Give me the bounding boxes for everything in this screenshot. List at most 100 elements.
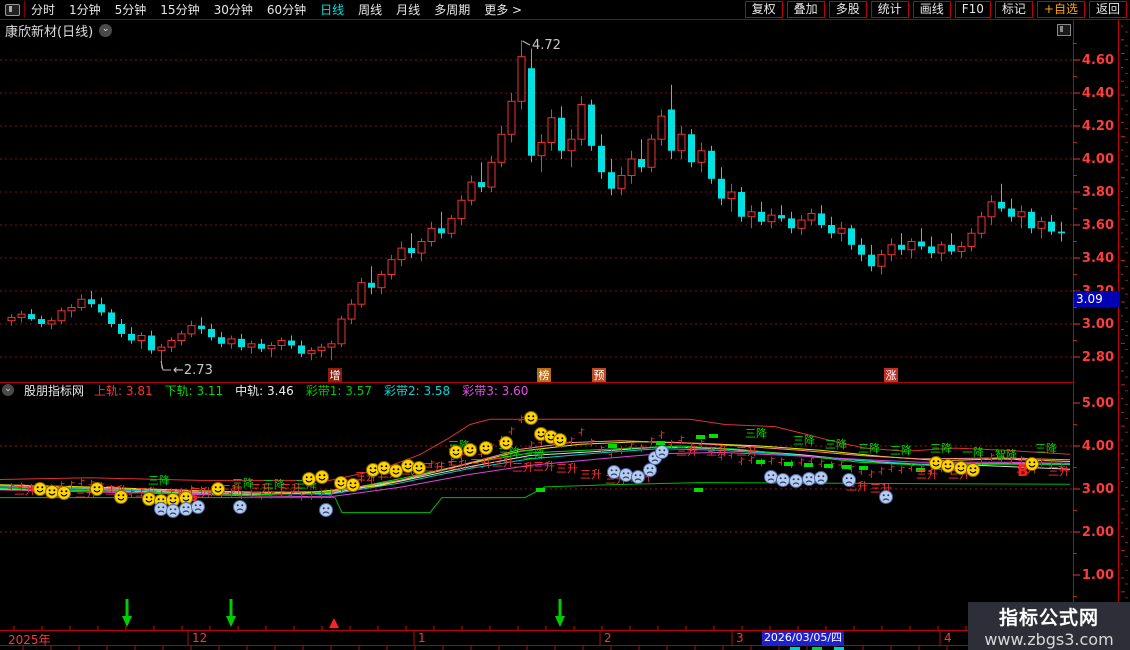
svg-text:增: 增 (330, 368, 341, 382)
toolbar-divider (24, 1, 25, 18)
happy-face-marker (315, 470, 329, 484)
sad-face-marker (776, 473, 790, 487)
happy-face-marker (302, 472, 316, 486)
toolbar-actions: 复权 叠加 多股 统计 画线 F10 标记 +自选 返回 (744, 1, 1127, 18)
svg-text:三升: 三升 (556, 462, 578, 475)
svg-text:三升: 三升 (706, 445, 728, 458)
svg-text:B: B (1017, 462, 1028, 480)
tab-更多 >[interactable]: 更多 > (484, 3, 523, 17)
happy-face-marker (57, 486, 71, 500)
svg-text:4.20: 4.20 (1082, 119, 1114, 134)
svg-text:三升: 三升 (250, 482, 272, 495)
sad-face-marker (191, 500, 205, 514)
happy-face-marker (211, 482, 225, 496)
svg-text:4.00: 4.00 (1082, 439, 1114, 454)
sad-face-marker (233, 500, 247, 514)
svg-text:4.40: 4.40 (1082, 86, 1114, 101)
happy-face-marker (553, 433, 567, 447)
tab-多周期[interactable]: 多周期 (434, 3, 471, 17)
sad-face-marker (179, 502, 193, 516)
tab-60分钟[interactable]: 60分钟 (266, 3, 307, 17)
svg-text:3.40: 3.40 (1082, 251, 1114, 266)
watermark: 指标公式网 www.zbgs3.com (968, 602, 1130, 650)
line-upper_red (0, 418, 1071, 481)
indicator-field-下轨: 下轨: 3.11 (164, 383, 224, 398)
svg-text:三升: 三升 (492, 456, 514, 469)
emoji-markers (33, 411, 1039, 518)
sad-face-marker (879, 490, 893, 504)
happy-face-marker (90, 482, 104, 496)
happy-face-marker (45, 485, 59, 499)
svg-text:预: 预 (594, 369, 605, 382)
tab-15分钟[interactable]: 15分钟 (160, 3, 200, 17)
event-badges[interactable]: 增榜预涨 (328, 368, 898, 382)
happy-face-marker (334, 476, 348, 490)
happy-face-marker (114, 490, 128, 504)
sad-face-marker (764, 470, 778, 484)
layout-icon[interactable] (5, 3, 20, 16)
svg-text:4.00: 4.00 (1082, 152, 1114, 167)
period-tabs: 分时 1分钟 5分钟 15分钟 30分钟 60分钟 日线 周线 月线 多周期 更多 > (31, 1, 522, 18)
line-pink (0, 440, 1071, 493)
tab-月线[interactable]: 月线 (396, 3, 421, 17)
happy-face-marker (966, 463, 980, 477)
happy-face-marker (346, 478, 360, 492)
svg-text:1.00: 1.00 (1082, 568, 1114, 583)
svg-text:智降: 智降 (995, 447, 1017, 461)
sad-face-marker (607, 465, 621, 479)
button-复权[interactable]: 复权 (744, 1, 783, 18)
watermark-title: 指标公式网 (998, 607, 1099, 629)
svg-text:三降: 三降 (745, 426, 767, 440)
signal-markers (122, 599, 565, 628)
happy-face-marker (524, 411, 538, 425)
happy-face-marker (463, 443, 477, 457)
tab-5分钟[interactable]: 5分钟 (114, 3, 147, 17)
happy-face-marker (479, 441, 493, 455)
svg-text:3.00: 3.00 (1082, 482, 1114, 497)
button-多股[interactable]: 多股 (828, 1, 867, 18)
svg-text:3.60: 3.60 (1082, 218, 1114, 233)
svg-text:2.00: 2.00 (1082, 525, 1114, 540)
svg-text:三降: 三降 (523, 447, 545, 461)
tab-分时[interactable]: 分时 (31, 3, 56, 17)
tab-日线[interactable]: 日线 (320, 3, 345, 17)
line-band1_green (0, 445, 1071, 496)
button-+自选[interactable]: +自选 (1036, 1, 1085, 18)
happy-face-marker (941, 459, 955, 473)
tab-30分钟[interactable]: 30分钟 (213, 3, 253, 17)
candlesticks (7, 40, 1065, 369)
svg-text:三升: 三升 (676, 445, 698, 458)
svg-text:三升: 三升 (512, 461, 534, 474)
indicator-collapse-icon[interactable]: ⌄ (2, 384, 14, 396)
button-F10[interactable]: F10 (954, 1, 991, 18)
sad-face-marker (814, 471, 828, 485)
indicator-lines (0, 418, 1071, 514)
button-标记[interactable]: 标记 (994, 1, 1033, 18)
green-square-markers (536, 434, 925, 492)
cursor-date-badge: 2026/03/05/四 (762, 631, 844, 645)
indicator-values: 上轨: 3.81 下轨: 3.11 中轨: 3.46 彩带1: 3.57 彩带2: 3.… (94, 382, 528, 399)
button-统计[interactable]: 统计 (870, 1, 909, 18)
button-画线[interactable]: 画线 (912, 1, 951, 18)
svg-text:三升: 三升 (14, 484, 36, 497)
button-返回[interactable]: 返回 (1088, 1, 1127, 18)
tab-1分钟[interactable]: 1分钟 (69, 3, 101, 17)
happy-face-marker (33, 482, 47, 496)
svg-text:涨: 涨 (886, 369, 897, 382)
tab-周线[interactable]: 周线 (358, 3, 383, 17)
sad-face-marker (643, 463, 657, 477)
panel-toggle-icon[interactable] (1057, 24, 1071, 36)
title-row: 康欣新材(日线) ⌄ (5, 22, 113, 40)
svg-text:3.80: 3.80 (1082, 185, 1114, 200)
date-label: 12 (192, 631, 208, 645)
svg-text:三升: 三升 (1048, 465, 1070, 478)
chevron-down-icon[interactable]: ⌄ (99, 23, 113, 37)
svg-text:三降: 三降 (148, 473, 170, 487)
svg-text:三升: 三升 (190, 486, 212, 499)
svg-text:三升: 三升 (423, 461, 445, 474)
frame-lines (0, 20, 1130, 650)
button-叠加[interactable]: 叠加 (786, 1, 825, 18)
svg-text:三降: 三降 (825, 437, 847, 451)
sad-face-marker (802, 472, 816, 486)
